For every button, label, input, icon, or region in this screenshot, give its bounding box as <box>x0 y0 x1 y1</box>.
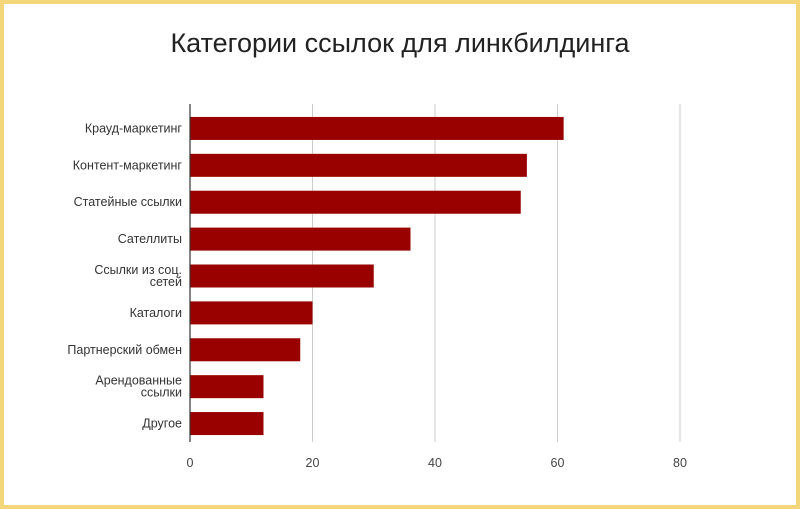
bar <box>190 116 564 140</box>
x-tick-label: 60 <box>551 456 565 470</box>
category-label: ссылки <box>141 386 182 400</box>
category-label: Ссылки из соц. <box>94 263 182 277</box>
category-label: Крауд-маркетинг <box>85 121 183 135</box>
bar <box>190 375 264 399</box>
category-label: сетей <box>150 275 182 289</box>
category-label: Другое <box>142 417 182 431</box>
category-label: Статейные ссылки <box>74 195 182 209</box>
category-label: Партнерский обмен <box>67 343 182 357</box>
bar <box>190 338 301 362</box>
category-label: Каталоги <box>130 306 182 320</box>
x-tick-label: 0 <box>187 456 194 470</box>
x-tick-label: 40 <box>428 456 442 470</box>
x-tick-label: 20 <box>306 456 320 470</box>
category-label: Сателлиты <box>118 232 182 246</box>
chart-title: Категории ссылок для линкбилдинга <box>170 28 630 58</box>
bar <box>190 301 313 325</box>
bar <box>190 227 411 251</box>
x-tick-label: 80 <box>673 456 687 470</box>
bar <box>190 153 527 177</box>
bar <box>190 190 521 214</box>
category-label: Арендованные <box>95 374 182 388</box>
category-label: Контент-маркетинг <box>73 158 183 172</box>
bar <box>190 412 264 436</box>
bar <box>190 264 374 288</box>
